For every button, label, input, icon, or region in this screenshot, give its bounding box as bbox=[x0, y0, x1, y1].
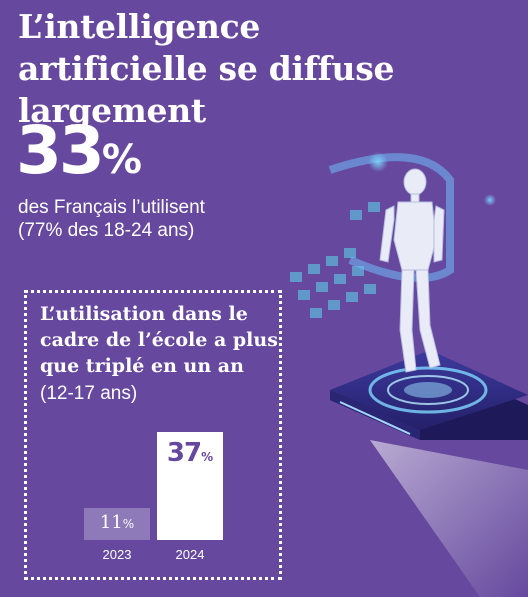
robot-figure bbox=[379, 168, 445, 373]
bar-2023 bbox=[84, 508, 150, 540]
stat-description-line1: des Français l’utilisent bbox=[18, 197, 205, 218]
bar-2024 bbox=[157, 432, 223, 540]
data-tiles bbox=[290, 202, 380, 318]
data-label-2023-unit: % bbox=[122, 517, 135, 531]
stat-value: 33 bbox=[16, 112, 105, 189]
headline-stat: 33% bbox=[16, 118, 142, 193]
page-title: L’intelligence artificielle se diffuse l… bbox=[18, 7, 395, 130]
school-usage-text: L’utilisation dans le cadre de l’école a… bbox=[40, 301, 280, 407]
stat-description: des Français l’utilisent (77% des 18-24 … bbox=[18, 196, 205, 242]
tick-label-2023: 2023 bbox=[102, 547, 132, 562]
school-usage-bold-text: L’utilisation dans le cadre de l’école a… bbox=[40, 303, 278, 377]
data-label-2024-unit: % bbox=[201, 450, 214, 464]
stat-unit: % bbox=[101, 137, 142, 183]
data-label-2023: 11% bbox=[84, 512, 150, 533]
stat-description-line2: (77% des 18-24 ans) bbox=[18, 220, 195, 241]
school-usage-box: L’utilisation dans le cadre de l’école a… bbox=[24, 290, 282, 580]
tick-label-2024: 2024 bbox=[175, 547, 205, 562]
school-usage-age-range: (12-17 ans) bbox=[40, 383, 138, 404]
data-label-2023-value: 11 bbox=[99, 512, 123, 533]
data-label-2024: 37% bbox=[157, 438, 223, 468]
robot-on-chip-illustration bbox=[290, 152, 528, 597]
chip-platform bbox=[330, 350, 528, 440]
light-beam bbox=[370, 440, 528, 597]
data-label-2024-value: 37 bbox=[166, 438, 202, 468]
